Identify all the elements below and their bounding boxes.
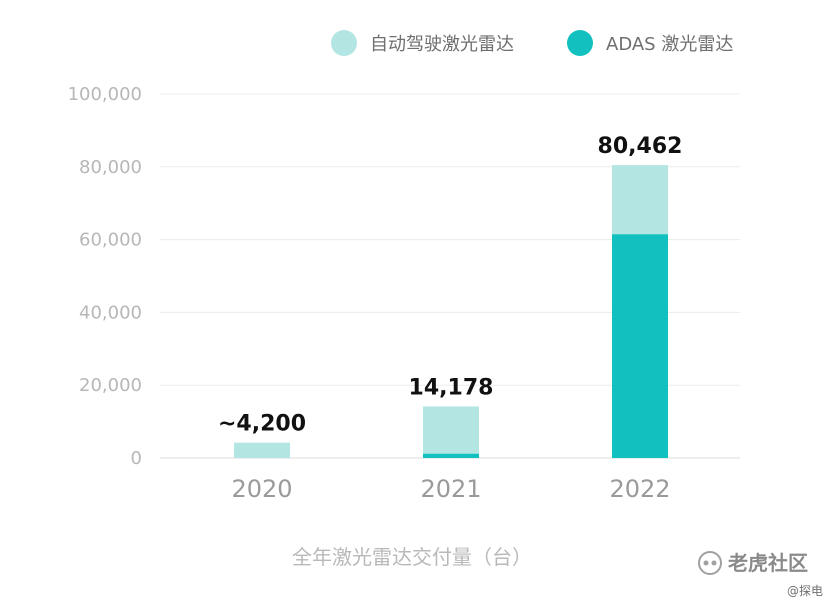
watermark-brand: 老虎社区 — [728, 551, 808, 575]
y-tick-label: 100,000 — [68, 84, 142, 105]
x-axis-title: 全年激光雷达交付量（台） — [292, 545, 532, 569]
legend-swatch — [331, 30, 357, 56]
x-tick-label: 2022 — [609, 475, 670, 503]
y-tick-label: 80,000 — [79, 157, 142, 178]
bar-segment — [612, 234, 668, 458]
x-tick-label: 2021 — [420, 475, 481, 503]
bar-total-label: ~4,200 — [218, 412, 306, 437]
bar-total-label: 14,178 — [409, 375, 494, 400]
legend-swatch — [567, 30, 593, 56]
total-labels: ~4,200 14,178 80,462 — [218, 134, 682, 437]
legend-label: ADAS 激光雷达 — [606, 34, 733, 55]
watermark: 老虎社区 @探电 — [698, 551, 823, 598]
x-axis-ticks: 2020 2021 2022 — [231, 475, 670, 503]
y-tick-label: 60,000 — [79, 230, 142, 251]
bar-segment — [423, 453, 479, 458]
legend: 自动驾驶激光雷达 ADAS 激光雷达 — [331, 30, 733, 56]
bar-segment — [234, 442, 290, 458]
y-axis-ticks: 0 20,000 40,000 60,000 80,000 100,000 — [68, 84, 142, 469]
y-tick-label: 40,000 — [79, 302, 142, 323]
watermark-handle: @探电 — [787, 584, 823, 598]
brand-logo-icon — [698, 551, 722, 575]
bar-total-label: 80,462 — [598, 134, 683, 159]
bars — [234, 165, 668, 458]
legend-label: 自动驾驶激光雷达 — [370, 34, 514, 55]
y-tick-label: 20,000 — [79, 375, 142, 396]
bar-segment — [612, 165, 668, 235]
bar-segment — [423, 406, 479, 454]
x-tick-label: 2020 — [231, 475, 292, 503]
y-tick-label: 0 — [131, 448, 142, 469]
